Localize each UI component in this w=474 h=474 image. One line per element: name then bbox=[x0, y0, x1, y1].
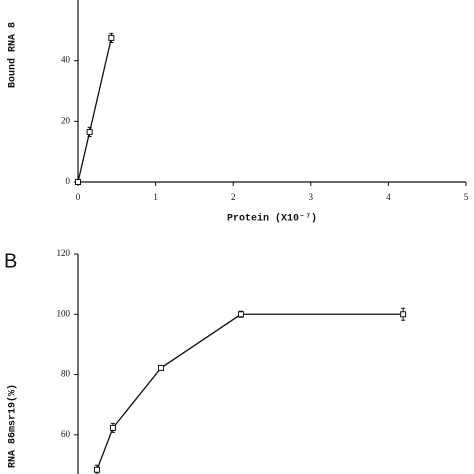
data-point bbox=[94, 466, 101, 473]
data-line bbox=[77, 37, 113, 183]
y-tick-label: 40 bbox=[61, 55, 71, 65]
x-tick-label: 3 bbox=[309, 192, 314, 202]
x-tick-label: 1 bbox=[153, 192, 158, 202]
x-tick-label: 0 bbox=[76, 192, 81, 202]
data-point bbox=[86, 128, 93, 135]
panel-label: B bbox=[4, 250, 17, 272]
x-axis-label: Protein (X10⁻⁷) bbox=[227, 213, 317, 225]
y-tick-label: 80 bbox=[61, 369, 71, 379]
x-tick-label: 5 bbox=[464, 192, 469, 202]
y-tick-label: 20 bbox=[61, 115, 71, 125]
data-point bbox=[237, 311, 244, 318]
data-point bbox=[108, 34, 115, 41]
y-tick-label: 120 bbox=[57, 248, 71, 258]
data-point bbox=[400, 311, 407, 318]
y-tick-label: 100 bbox=[57, 308, 71, 318]
x-tick-label: 2 bbox=[231, 192, 236, 202]
data-point bbox=[109, 424, 116, 431]
data-line bbox=[96, 313, 404, 471]
y-tick-label: 60 bbox=[61, 429, 71, 439]
data-point bbox=[75, 179, 81, 185]
x-tick-label: 4 bbox=[386, 192, 391, 202]
data-point bbox=[158, 364, 165, 371]
y-tick-label: 0 bbox=[66, 176, 71, 186]
y-axis-label: Bound RNA 8 bbox=[7, 22, 19, 88]
y-axis-label: RNA 86msr19(%) bbox=[7, 384, 19, 468]
